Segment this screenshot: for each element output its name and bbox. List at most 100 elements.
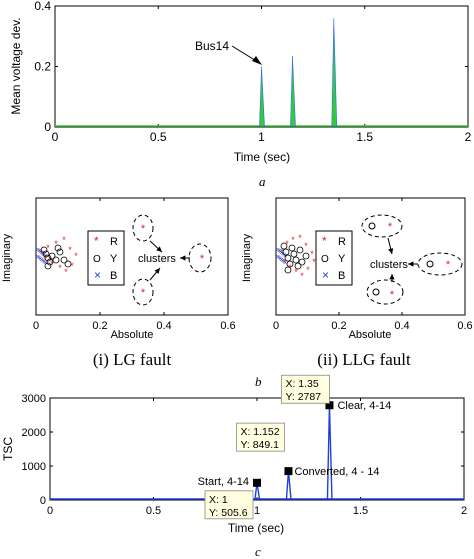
panel-b-i-blue-point-13: × xyxy=(43,260,47,267)
panel-b-i-r-point-0: * xyxy=(40,249,44,259)
panel-c-datatip-x-0: X: 1 xyxy=(209,494,228,506)
panel-b-i-chart: Imaginary Absolute (i) LG fault * R O Y … xyxy=(1,197,229,369)
panel-b-ii-blue-point-2: × xyxy=(278,249,282,256)
panel-b-ii-r-point-6: * xyxy=(298,233,302,243)
panel-c-xtick-label-4: 2 xyxy=(461,505,467,517)
panel-b-ii-cluster-bottom-star: * xyxy=(390,289,395,301)
panel-c-xtick-label-3: 1.5 xyxy=(353,505,368,517)
panel-b-ii-blue-point-8: × xyxy=(277,255,281,262)
panel-c-marker-2 xyxy=(325,401,334,410)
panel-c-datatip-y-0: Y: 505.6 xyxy=(209,507,248,519)
panel-b-ii-r-point-2: * xyxy=(285,239,289,249)
panel-b-i-arrow-top-head xyxy=(156,246,162,252)
panel-b-i-r-point-8: * xyxy=(68,245,72,255)
panel-c-datatip-1 xyxy=(236,422,285,452)
panel-b-ii-ylabel: Imaginary xyxy=(241,233,253,282)
panel-b-i-r-point-5: * xyxy=(58,263,62,273)
panel-b-ii-blue-point-0: × xyxy=(276,247,280,254)
panel-b-ii-r-point-4: * xyxy=(291,235,295,245)
panel-b-i-blue-point-1: × xyxy=(37,248,41,255)
panel-b-i-blue-point-0: × xyxy=(36,247,40,254)
panel-a-spike-1 xyxy=(290,55,296,127)
panel-a-arrowhead xyxy=(252,56,262,65)
panel-b-ii-caption: (ii) LLG fault xyxy=(317,350,411,369)
panel-b-ii-y-point-6 xyxy=(290,250,298,258)
panel-b-i-y-point-7 xyxy=(56,248,64,256)
panel-b-i-r-point-10: * xyxy=(74,251,78,261)
panel-b-i-y-point-3 xyxy=(46,258,54,266)
panel-a-spike-2 xyxy=(331,18,338,127)
panel-b-ii-r-point-8: * xyxy=(304,241,308,251)
panel-b-ii-y-point-7 xyxy=(292,256,300,264)
panel-c-ytick-label-0: 0 xyxy=(40,495,46,507)
panel-b-ii-blue-point-4: × xyxy=(281,251,285,258)
panel-b-i-arrow-right-head xyxy=(180,255,186,261)
generated-marks: 0 0.5 1 1.5 200.20.40 0.2 0.4 0.6××××××××××××××… xyxy=(22,0,473,520)
panel-b-ii-y-point-10 xyxy=(298,258,306,266)
panel-b-ii-y-point-1 xyxy=(282,248,290,256)
panel-b-i-xtick-label-3: 0.6 xyxy=(220,320,235,332)
panel-a-ylabel: Mean voltage dev. xyxy=(9,17,23,114)
panel-b-ii-legend-r-label: R xyxy=(338,236,346,248)
panel-b-i-cluster-top-star: * xyxy=(141,223,146,235)
panel-a-xtick-label-1: 0.5 xyxy=(150,130,167,144)
panel-b-ii-r-point-9: * xyxy=(306,265,310,275)
panel-b-ii-r-point-11: * xyxy=(312,257,316,267)
panel-b-ii-y-point-11 xyxy=(302,252,310,260)
panel-b-i-r-point-6: * xyxy=(62,235,66,245)
panel-b-i-blue-point-3: × xyxy=(40,250,44,257)
panel-c-spike-2 xyxy=(326,405,333,500)
panel-c-ylabel: TSC xyxy=(1,437,15,461)
panel-a-xlabel: Time (sec) xyxy=(234,150,290,164)
panel-a-xtick-label-3: 1.5 xyxy=(356,130,373,144)
panel-a-annotation-bus14: Bus14 xyxy=(195,39,229,53)
panel-a-spike-0 xyxy=(259,66,265,127)
panel-b-ii-cluster-top xyxy=(361,214,403,238)
panel-b-i-xtick-label-2: 0.4 xyxy=(156,320,171,332)
panel-b-i-blue-point-12: × xyxy=(42,259,46,266)
panel-b-ii-cluster-top-circle xyxy=(368,222,376,230)
panel-c-ytick-label-1: 1000 xyxy=(22,461,46,473)
panel-b-ii-xtick-label-2: 0.4 xyxy=(394,320,409,332)
panel-b-i-ylabel: Imaginary xyxy=(1,233,13,282)
panel-b-i-r-point-3: * xyxy=(50,259,54,269)
panel-b-ii-r-point-5: * xyxy=(294,267,298,277)
panel-c-marker-label-1: Converted, 4 - 14 xyxy=(294,466,379,478)
panel-b-ii-y-point-3 xyxy=(286,260,294,268)
panel-b-i-y-point-0 xyxy=(40,246,48,254)
panel-c-caption-letter: c xyxy=(255,544,261,559)
panel-b-ii-cluster-bottom xyxy=(366,279,404,305)
panel-b-i-r-point-4: * xyxy=(54,239,58,249)
panel-b-ii-xtick-label-0: 0 xyxy=(273,320,279,332)
panel-c-datatip-0 xyxy=(204,490,254,520)
panel-c-xtick-label-1: 0.5 xyxy=(146,505,161,517)
panel-b-i-legend-r-label: R xyxy=(110,236,118,248)
panel-b-ii-arrow-top-head xyxy=(388,248,394,254)
panel-b-ii-legend-r-marker: * xyxy=(322,234,327,248)
panel-b-ii-arrow-bottom-head xyxy=(389,274,395,280)
panel-b-i-blue-point-11: × xyxy=(41,258,45,265)
panel-b-i-r-point-2: * xyxy=(46,243,50,253)
panel-b-i-xtick-label-1: 0.2 xyxy=(92,320,107,332)
panel-b-i-blue-point-8: × xyxy=(37,255,41,262)
panel-b-ii-r-point-10: * xyxy=(310,249,314,259)
panel-b-i-r-point-1: * xyxy=(43,255,47,265)
panel-b-i-legend-r-marker: * xyxy=(94,234,99,248)
panel-a-xtick-label-2: 1 xyxy=(258,130,265,144)
panel-b-ii-y-point-0 xyxy=(280,242,288,250)
panel-b-i-blue-point-9: × xyxy=(38,256,42,263)
panel-b-i-blue-point-10: × xyxy=(40,257,44,264)
panel-c-marker-1 xyxy=(284,467,293,476)
panel-a-caption-letter: a xyxy=(259,174,266,189)
panel-b-ii-legend-b-label: B xyxy=(338,270,345,282)
panel-b-i-blue-point-2: × xyxy=(38,249,42,256)
panel-b-ii-xlabel: Absolute xyxy=(349,329,392,341)
panel-b-ii-r-point-7: * xyxy=(300,271,304,281)
panel-b-i-axes xyxy=(35,197,229,316)
panel-b-i-r-point-7: * xyxy=(64,267,68,277)
panel-c-xlabel: Time (sec) xyxy=(228,521,284,535)
panel-b-ii-blue-point-11: × xyxy=(281,258,285,265)
panel-b-ii-blue-point-1: × xyxy=(277,248,281,255)
panel-b-ii-blue-point-12: × xyxy=(282,259,286,266)
